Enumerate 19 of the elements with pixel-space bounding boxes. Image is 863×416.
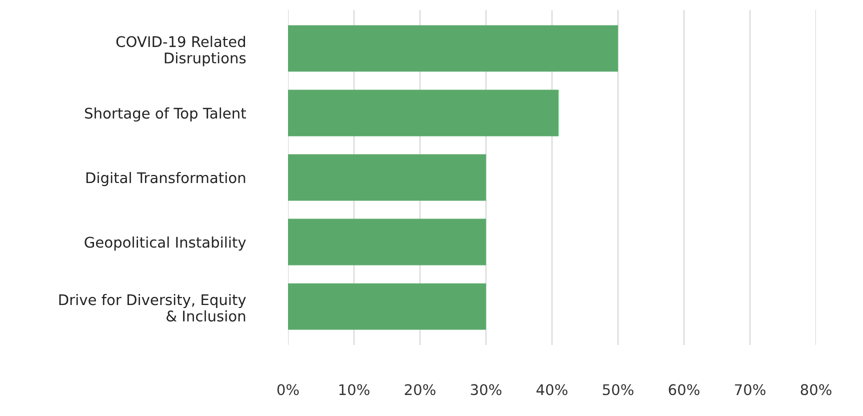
y-tick-label: Geopolitical Instability xyxy=(84,236,246,251)
y-tick-label: COVID-19 Related Disruptions xyxy=(116,36,246,66)
x-tick-label: 70% xyxy=(734,384,766,396)
x-tick-label: 20% xyxy=(404,384,436,396)
x-tick-label: 60% xyxy=(668,384,700,396)
bar xyxy=(288,25,618,72)
x-tick-label: 40% xyxy=(536,384,568,396)
bar xyxy=(288,154,486,201)
x-tick-label: 80% xyxy=(800,384,832,396)
bar xyxy=(288,283,486,330)
x-tick-label: 0% xyxy=(277,384,299,396)
y-tick-label: Digital Transformation xyxy=(86,172,246,186)
x-tick-label: 30% xyxy=(470,384,502,396)
y-tick-label: Shortage of Top Talent xyxy=(85,107,246,122)
y-tick-label: Drive for Diversity, Equity & Inclusion xyxy=(59,294,246,322)
x-tick-label: 10% xyxy=(339,384,370,396)
bar xyxy=(288,218,486,266)
x-tick-label: 50% xyxy=(602,384,634,396)
bar xyxy=(288,90,559,136)
